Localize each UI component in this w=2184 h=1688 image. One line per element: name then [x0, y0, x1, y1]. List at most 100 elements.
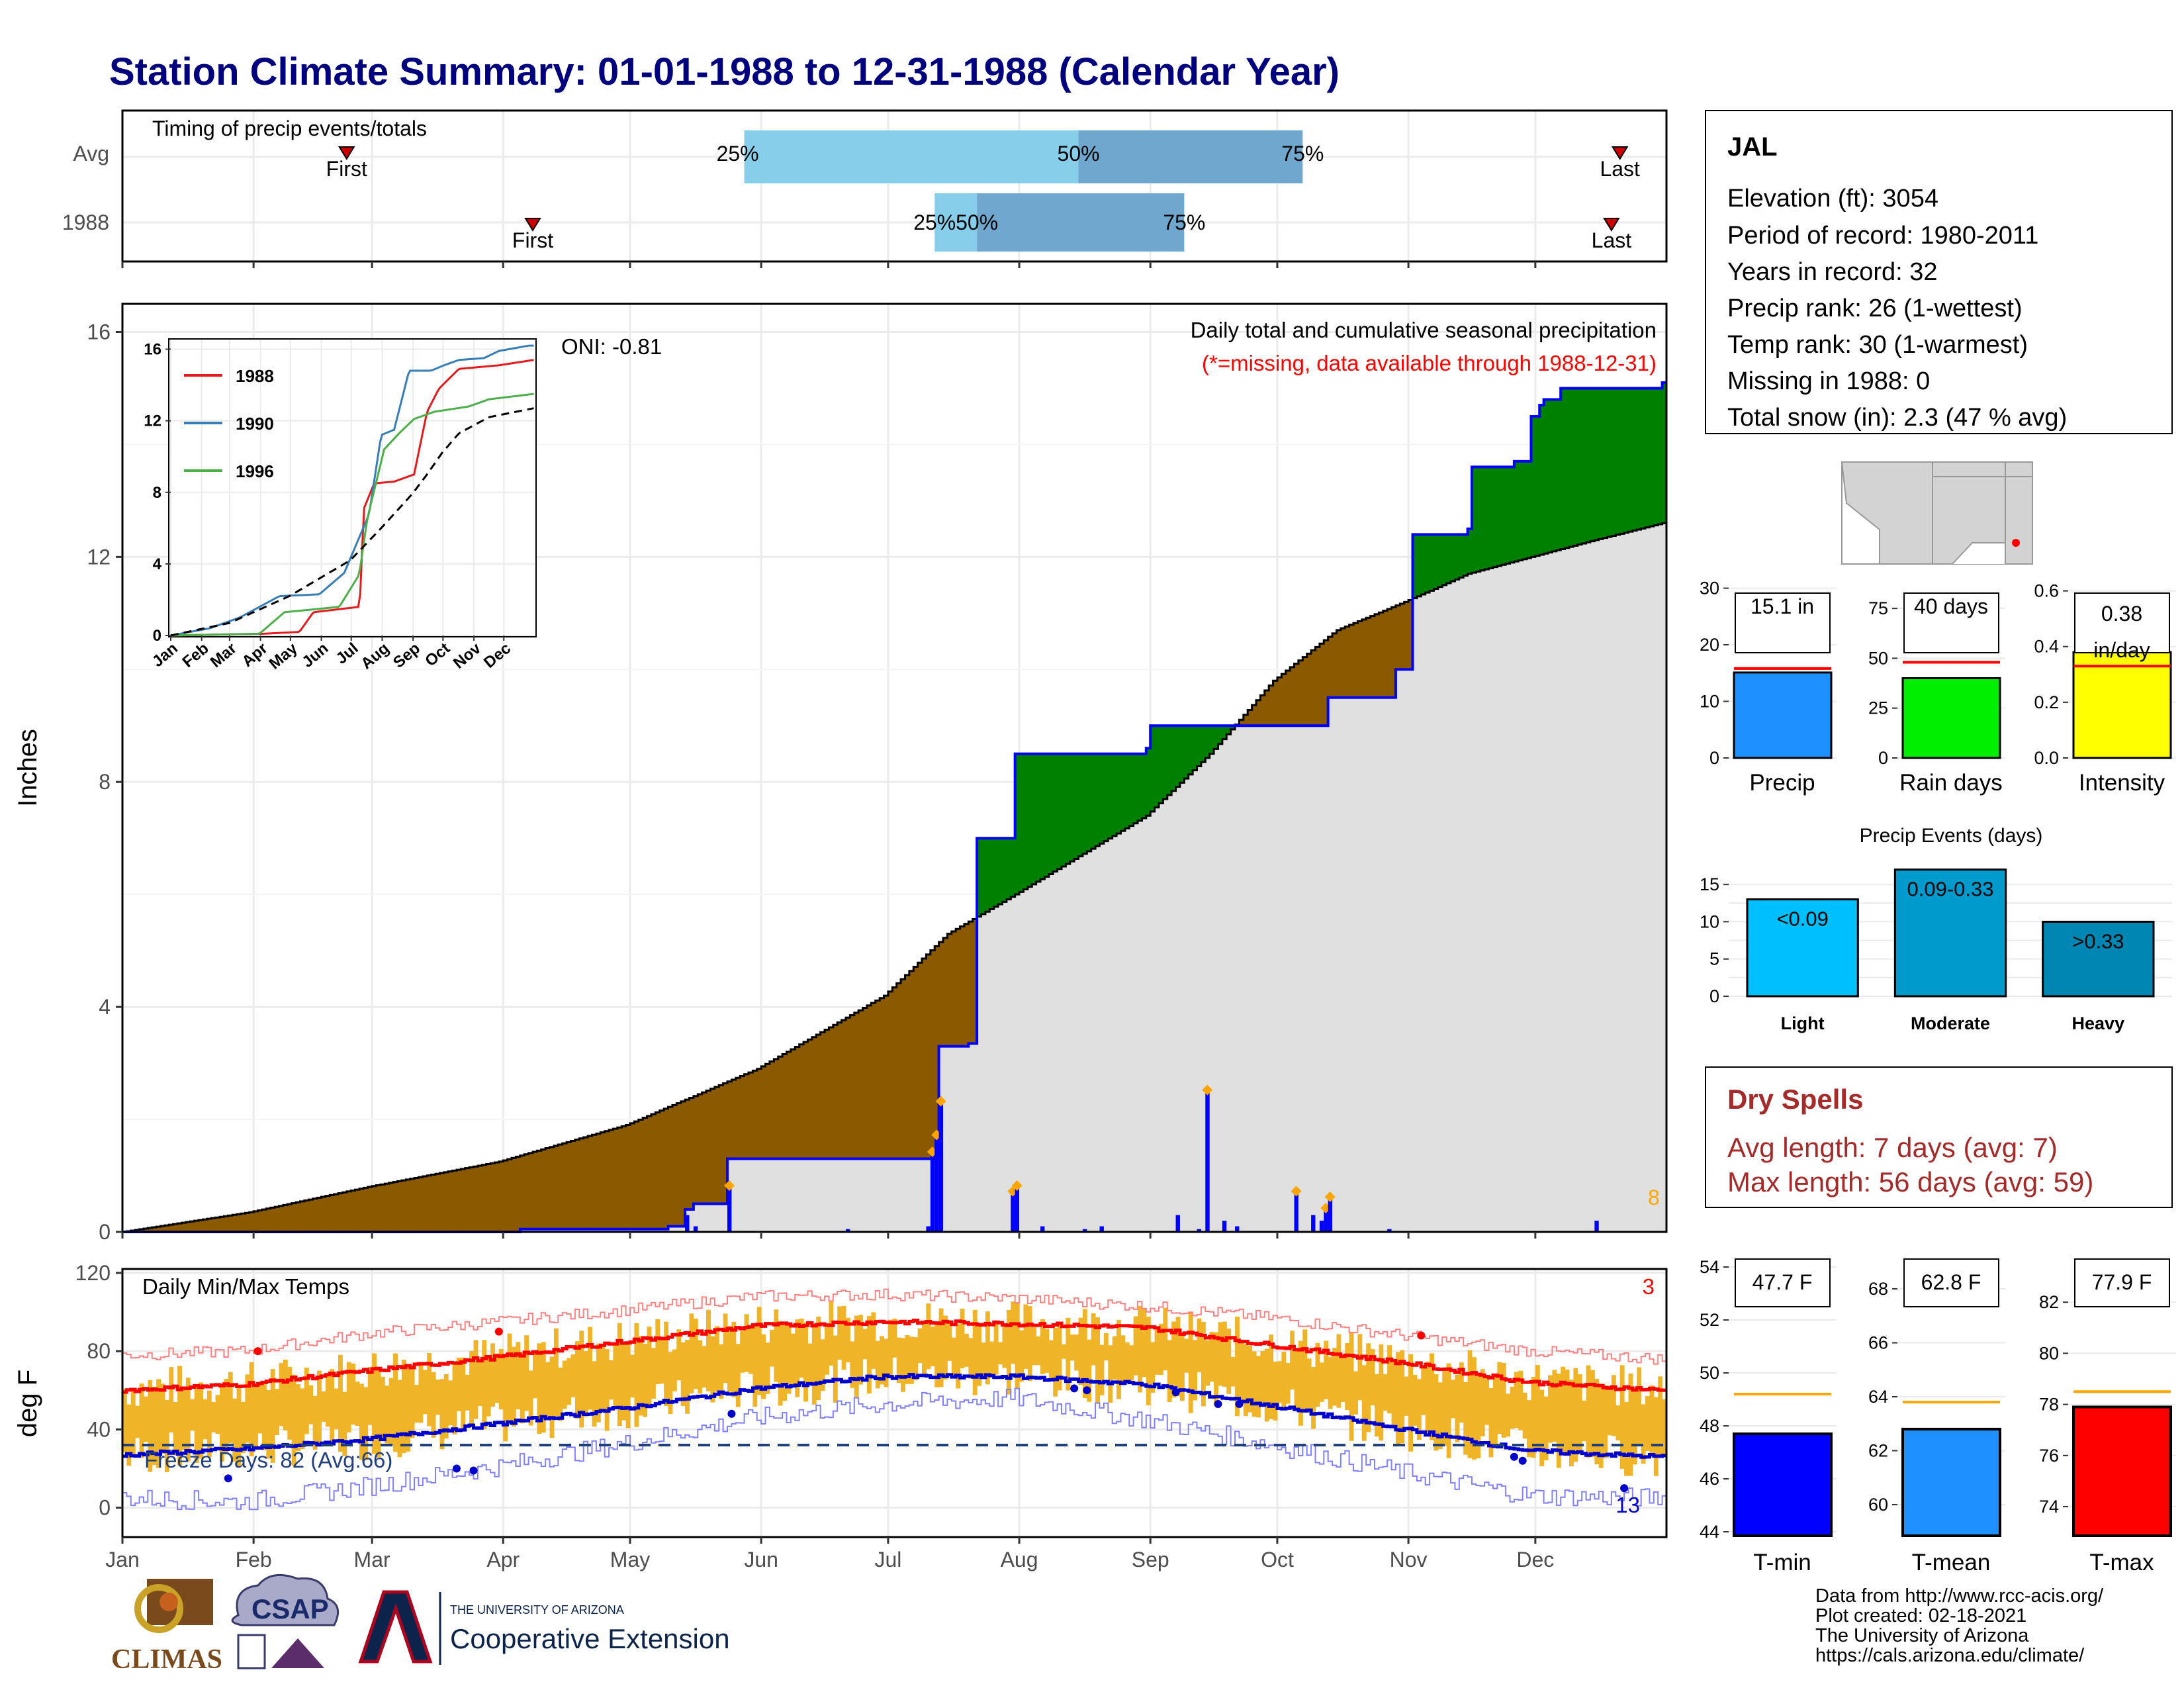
deficit-band — [190, 1221, 195, 1232]
surplus-band — [1430, 534, 1435, 591]
surplus-band — [1603, 388, 1608, 538]
station-precip-rank: Precip rank: 26 (1-wettest) — [1727, 295, 2023, 322]
deficit-band — [486, 1164, 491, 1232]
deficit-band — [655, 1112, 660, 1229]
surplus-band — [1455, 534, 1460, 580]
daily-precip-bar — [1011, 1192, 1015, 1232]
daily-temp-bar — [926, 1303, 931, 1370]
deficit-band — [397, 1181, 402, 1232]
surplus-deficit-bands — [126, 382, 1667, 1232]
month-label: Sep — [1132, 1548, 1169, 1571]
daily-temp-bar — [1395, 1352, 1400, 1446]
surplus-band — [1218, 726, 1223, 745]
deficit-band — [1345, 626, 1350, 698]
surplus-band — [1138, 753, 1143, 821]
daily-temp-bar — [1565, 1369, 1570, 1456]
deficit-band — [723, 1083, 728, 1204]
inset-y-tick-label: 4 — [153, 555, 162, 573]
daily-temp-bar — [672, 1349, 677, 1391]
deficit-band — [422, 1176, 428, 1232]
deficit-band — [169, 1225, 174, 1232]
events-category-label: Light — [1781, 1013, 1825, 1033]
daily-temp-bar — [1649, 1385, 1655, 1457]
precip-y-tick-label: 8 — [99, 770, 111, 794]
daily-temp-bar — [884, 1338, 889, 1387]
daily-temp-bar — [1607, 1386, 1612, 1436]
daily-temp-bar — [1069, 1334, 1075, 1361]
temp-y-tick-label: 40 — [87, 1417, 111, 1441]
month-label: Feb — [236, 1548, 272, 1571]
daily-temp-bar — [1154, 1326, 1160, 1375]
daily-temp-bar — [385, 1385, 390, 1444]
timing-row-1988: 1988 — [62, 211, 109, 234]
deficit-band — [376, 1185, 381, 1232]
daily-precip-bar — [926, 1226, 931, 1232]
deficit-band — [579, 1138, 584, 1229]
deficit-band — [385, 1184, 390, 1232]
daily-precip-bar — [1294, 1192, 1298, 1232]
deficit-band — [414, 1178, 420, 1232]
precip-summary-y-tick-label: 10 — [1700, 692, 1719, 712]
deficit-band — [905, 974, 910, 1159]
record-high-dot — [253, 1347, 262, 1356]
daily-temp-bar — [1400, 1350, 1405, 1444]
daily-temp-bar — [334, 1388, 339, 1430]
surplus-band — [1480, 467, 1485, 571]
daily-precip-bar — [1099, 1226, 1104, 1232]
surplus-band — [1036, 753, 1041, 882]
daily-temp-bar — [1146, 1317, 1151, 1405]
deficit-band — [1357, 621, 1363, 698]
deficit-band — [507, 1159, 512, 1232]
daily-temp-bar — [1590, 1370, 1595, 1457]
month-label: Aug — [1001, 1548, 1038, 1571]
surplus-band — [1598, 388, 1604, 539]
daily-temp-bar — [748, 1327, 753, 1374]
deficit-band — [664, 1108, 669, 1229]
deficit-band — [372, 1186, 377, 1232]
inset-legend-label: 1988 — [236, 366, 274, 386]
daily-temp-bar — [1248, 1345, 1253, 1413]
surplus-band — [1645, 388, 1651, 528]
daily-temp-bar — [1416, 1379, 1422, 1440]
timing-1988-p25: 25% — [913, 211, 956, 234]
footer-url: https://cals.arizona.edu/climate/ — [1815, 1645, 2085, 1666]
precip-summary-y-tick-label: 20 — [1700, 635, 1719, 655]
surplus-band — [1484, 467, 1490, 570]
logos: CLIMAS CSAP THE UNIVERSITY OF ARIZONA Co… — [111, 1573, 730, 1675]
surplus-band — [1184, 726, 1189, 779]
daily-temp-bar — [913, 1337, 919, 1381]
temp-panel-title: Daily Min/Max Temps — [142, 1274, 349, 1299]
daily-temp-bar — [723, 1313, 728, 1383]
daily-temp-bar — [1480, 1369, 1485, 1436]
daily-temp-bar — [545, 1362, 551, 1417]
inset-legend-label: 1996 — [236, 461, 274, 481]
deficit-band — [744, 1074, 749, 1159]
intensity-label: Intensity — [2079, 770, 2165, 796]
deficit-band — [1264, 690, 1269, 726]
deficit-band — [698, 1094, 703, 1204]
deficit-band — [850, 1015, 855, 1159]
daily-temp-bar — [892, 1318, 897, 1358]
record-low-dot — [1510, 1452, 1518, 1461]
surplus-band — [1129, 753, 1134, 826]
daily-temp-bar — [655, 1319, 660, 1385]
surplus-band — [1078, 753, 1083, 857]
daily-temp-bar — [173, 1402, 178, 1455]
deficit-band — [1408, 600, 1414, 670]
daily-temp-bar — [574, 1341, 580, 1419]
surplus-band — [1573, 388, 1578, 546]
daily-temp-bar — [1582, 1400, 1587, 1442]
surplus-band — [1230, 726, 1236, 729]
deficit-band — [520, 1155, 525, 1229]
deficit-band — [1319, 643, 1324, 726]
surplus-band — [1082, 753, 1087, 854]
deficit-band — [410, 1178, 415, 1232]
daily-temp-bar — [376, 1368, 381, 1458]
surplus-band — [1019, 753, 1024, 892]
daily-temp-bar — [1311, 1366, 1316, 1429]
daily-temp-bar — [930, 1326, 935, 1366]
figure-title: Station Climate Summary: 01-01-1988 to 1… — [109, 50, 1340, 93]
surplus-band — [1057, 753, 1062, 869]
surplus-band — [1103, 753, 1109, 841]
